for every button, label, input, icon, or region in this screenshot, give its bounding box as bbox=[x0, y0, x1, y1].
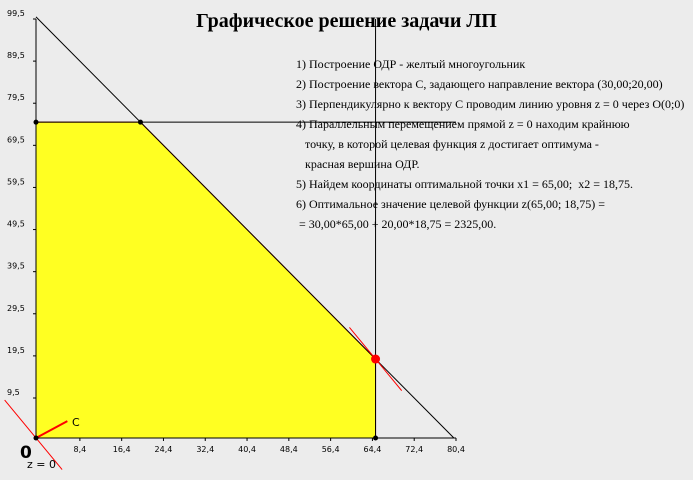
x-tick-label: 80,4 bbox=[447, 445, 465, 454]
y-tick-label: 89,5 bbox=[7, 51, 25, 60]
x-tick-label: 16,4 bbox=[113, 445, 131, 454]
y-tick-label: 59,5 bbox=[7, 177, 25, 186]
level-line-label: z = 0 bbox=[27, 458, 56, 471]
vector-c-label: C bbox=[72, 416, 80, 429]
x-tick-label: 64,4 bbox=[364, 445, 382, 454]
y-tick-label: 49,5 bbox=[7, 220, 25, 229]
note-line: 3) Перпендикулярно к вектору С проводим … bbox=[296, 97, 685, 111]
y-tick-label: 79,5 bbox=[7, 93, 25, 102]
objective-vector-c bbox=[35, 420, 68, 439]
y-tick-label: 99,5 bbox=[7, 9, 25, 18]
vertex-point bbox=[33, 435, 39, 441]
solution-notes: 1) Построение ОДР - желтый многоугольник… bbox=[296, 54, 686, 234]
x-tick-label: 40,4 bbox=[238, 445, 256, 454]
y-tick-label: 29,5 bbox=[7, 304, 25, 313]
y-tick-label: 9,5 bbox=[7, 388, 20, 397]
x-tick-label: 8,4 bbox=[74, 445, 87, 454]
y-tick-label: 19,5 bbox=[7, 346, 25, 355]
vertex-point bbox=[137, 119, 143, 125]
x-tick-label: 72,4 bbox=[405, 445, 423, 454]
level-line-z0 bbox=[4, 399, 63, 470]
note-line: 5) Найдем координаты оптимальной точки x… bbox=[296, 177, 634, 191]
x-tick-label: 56,4 bbox=[322, 445, 340, 454]
note-line: точку, в которой целевая функция z дости… bbox=[296, 137, 599, 151]
note-line: 1) Построение ОДР - желтый многоугольник bbox=[296, 57, 526, 71]
vertex-point bbox=[373, 435, 379, 441]
x-tick-label: 32,4 bbox=[196, 445, 214, 454]
page-title: Графическое решение задачи ЛП bbox=[196, 10, 497, 32]
origin-label: 0 bbox=[20, 443, 32, 463]
constraint-line bbox=[35, 16, 455, 439]
note-line: красная вершина ОДР. bbox=[296, 157, 420, 171]
vertex-point bbox=[33, 119, 39, 125]
y-tick-label: 39,5 bbox=[7, 262, 25, 271]
note-line: = 30,00*65,00 + 20,00*18,75 = 2325,00. bbox=[296, 217, 497, 231]
y-tick-label: 69,5 bbox=[7, 135, 25, 144]
optimum-point bbox=[371, 354, 381, 364]
x-tick-label: 48,4 bbox=[280, 445, 298, 454]
note-line: 4) Параллельным перемещением прямой z = … bbox=[296, 117, 630, 131]
x-tick-label: 24,4 bbox=[155, 445, 173, 454]
note-line: 6) Оптимальное значение целевой функции … bbox=[296, 197, 606, 211]
note-line: 2) Построение вектора С, задающего напра… bbox=[296, 77, 663, 91]
